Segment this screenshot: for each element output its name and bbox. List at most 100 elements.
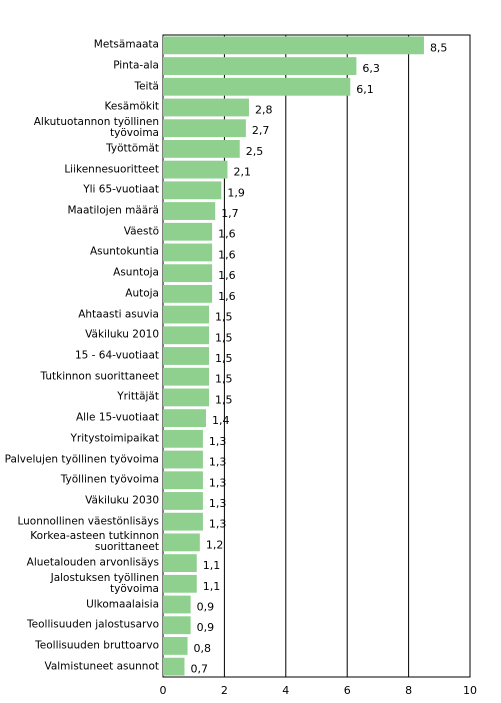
bar (163, 305, 210, 324)
value-label: 1,3 (209, 518, 227, 531)
bar (163, 637, 188, 655)
category-label: Yritystoimipaikat (70, 432, 159, 445)
x-tick-label: 10 (463, 684, 477, 697)
value-label: 0,8 (194, 642, 212, 655)
category-label: Väkiluku 2010 (85, 328, 159, 341)
value-label: 1,6 (218, 290, 236, 303)
category-label: 15 - 64-vuotiaat (74, 349, 159, 362)
x-tick-label: 8 (405, 684, 412, 697)
value-label: 0,9 (197, 601, 215, 614)
category-label: Väkiluku 2030 (85, 494, 159, 507)
category-label: Metsämaata (93, 38, 159, 51)
x-tick-label: 6 (344, 684, 351, 697)
bar (163, 409, 206, 428)
value-label: 2,7 (252, 124, 270, 137)
value-label: 1,5 (215, 373, 233, 386)
value-label: 0,7 (190, 663, 208, 676)
bar (163, 119, 246, 138)
bar (163, 429, 203, 448)
value-label: 1,2 (206, 538, 224, 551)
value-label: 1,6 (218, 228, 236, 241)
category-label: Kesämökit (104, 100, 160, 113)
category-label: Aluetalouden arvonlisäys (26, 556, 159, 569)
category-label: Tutkinnon suorittaneet (40, 370, 159, 383)
bar (163, 512, 203, 531)
x-tick-label: 2 (221, 684, 228, 697)
value-label: 2,5 (246, 145, 264, 158)
bar (163, 657, 185, 676)
bar (163, 388, 210, 407)
value-label: 1,5 (215, 331, 233, 344)
category-label: Työllinen työvoima (60, 473, 159, 486)
bar (163, 181, 222, 200)
bar (163, 264, 213, 283)
value-label: 1,1 (203, 559, 221, 572)
value-label: 1,6 (218, 269, 236, 282)
category-label: Alkutuotannon työllinen työvoima (33, 116, 159, 140)
x-tick-label: 4 (282, 684, 289, 697)
category-label: Palvelujen työllinen työvoima (4, 453, 159, 466)
category-label: Asuntokuntia (89, 245, 159, 258)
category-label: Ulkomaalaisia (86, 598, 159, 611)
value-label: 0,9 (197, 621, 215, 634)
value-label: 2,1 (233, 166, 251, 179)
bar (163, 326, 210, 345)
value-label: 1,4 (212, 414, 230, 427)
bar (163, 595, 191, 614)
category-label: Väestö (123, 225, 159, 238)
bar (163, 77, 351, 96)
value-label: 1,5 (215, 352, 233, 365)
value-label: 1,5 (215, 393, 233, 406)
value-label: 1,9 (227, 186, 245, 199)
category-label: Työttömät (106, 142, 159, 155)
bar (163, 554, 197, 573)
bar (163, 347, 210, 365)
bar (163, 492, 203, 510)
bar (163, 36, 424, 55)
category-label: Jalostuksen työllinen työvoima (50, 571, 159, 595)
value-label: 2,8 (255, 103, 273, 116)
bar (163, 616, 191, 635)
category-label: Autoja (125, 287, 159, 300)
value-label: 8,5 (430, 41, 448, 54)
category-label: Korkea-asteen tutkinnon suorittaneet (30, 530, 159, 554)
x-tick-label: 0 (160, 684, 167, 697)
value-label: 1,3 (209, 456, 227, 469)
category-label: Maatilojen määrä (67, 204, 159, 217)
value-label: 6,1 (356, 83, 374, 96)
category-label: Alle 15-vuotiaat (76, 411, 159, 424)
category-label: Pinta-ala (113, 59, 159, 72)
value-label: 1,3 (209, 435, 227, 448)
bar (163, 471, 203, 490)
category-label: Asuntoja (113, 266, 159, 279)
value-label: 1,6 (218, 248, 236, 261)
value-label: 6,3 (362, 62, 380, 75)
bar (163, 574, 197, 593)
bar (163, 98, 249, 117)
category-label: Teollisuuden jalostusarvo (27, 618, 159, 631)
bar (163, 222, 213, 241)
category-label: Teollisuuden bruttoarvo (35, 639, 159, 652)
value-label: 1,5 (215, 311, 233, 324)
bar (163, 284, 213, 303)
category-label: Liikennesuoritteet (64, 163, 159, 176)
category-label: Yrittäjät (117, 390, 159, 403)
category-label: Valmistuneet asunnot (44, 660, 159, 673)
value-label: 1,3 (209, 476, 227, 489)
category-label: Teitä (134, 80, 159, 93)
bar (163, 57, 357, 75)
bar (163, 160, 228, 179)
bar (163, 243, 213, 262)
category-label: Ahtaasti asuvia (78, 308, 159, 321)
category-label: Luonnollinen väestönlisäys (17, 515, 159, 528)
bar (163, 533, 200, 552)
bar (163, 202, 216, 220)
category-label: Yli 65-vuotiaat (83, 183, 159, 196)
value-label: 1,1 (203, 580, 221, 593)
value-label: 1,3 (209, 497, 227, 510)
bar (163, 139, 240, 158)
bar (163, 450, 203, 469)
value-label: 1,7 (221, 207, 239, 220)
